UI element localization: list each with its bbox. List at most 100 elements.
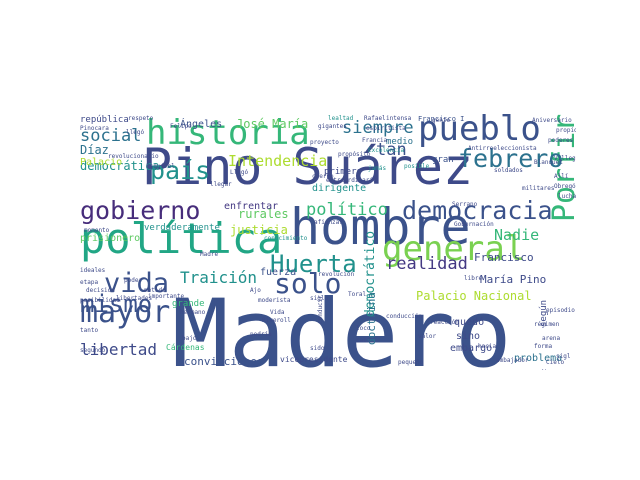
cloud-word: hacia bbox=[478, 343, 497, 350]
cloud-word: sigl bbox=[556, 353, 571, 360]
cloud-word: democrática bbox=[80, 159, 160, 173]
cloud-word: sido bbox=[310, 345, 325, 352]
cloud-word: María Pino bbox=[480, 273, 547, 286]
cloud-word: arena bbox=[542, 335, 561, 342]
cloud-word: José María bbox=[236, 117, 309, 131]
cloud-word: embargo bbox=[450, 343, 493, 354]
cloud-word: libertad bbox=[80, 340, 158, 359]
cloud-word: medio bbox=[386, 137, 414, 147]
cloud-word: gigantes bbox=[318, 123, 347, 130]
cloud-word: afianzar bbox=[314, 219, 343, 226]
cloud-word: Palacio bbox=[80, 157, 123, 168]
cloud-word: Huerta bbox=[270, 250, 357, 278]
cloud-word: pequeño bbox=[398, 359, 424, 366]
cloud-word: cuerpo bbox=[312, 173, 334, 180]
cloud-word: grande bbox=[172, 299, 205, 309]
cloud-word: Allí bbox=[554, 173, 569, 180]
cloud-word: intensa bbox=[386, 115, 412, 122]
cloud-word: sino bbox=[456, 331, 481, 342]
cloud-word: conducción bbox=[386, 313, 423, 320]
cloud-word: ideales bbox=[80, 267, 106, 274]
cloud-word: conocimiento bbox=[264, 235, 308, 242]
cloud-word: Nadie bbox=[494, 226, 540, 244]
cloud-word: episodio bbox=[546, 307, 575, 314]
cloud-word: Blanquet bbox=[534, 159, 563, 166]
cloud-word: Francisco I bbox=[418, 115, 465, 123]
cloud-word: gente bbox=[432, 117, 451, 124]
cloud-word: régimen bbox=[534, 321, 560, 328]
cloud-word: bajo bbox=[182, 335, 197, 342]
cloud-word: Intendencia bbox=[228, 152, 328, 170]
cloud-word: posible bbox=[404, 163, 430, 170]
cloud-word: tanto bbox=[80, 327, 99, 334]
cloud-word: Traición bbox=[180, 268, 258, 287]
cloud-word: Pinocara bbox=[80, 125, 109, 132]
cloud-word: república bbox=[80, 115, 129, 125]
cloud-word: verdaderamente bbox=[144, 223, 220, 233]
cloud-word: quedó bbox=[454, 317, 485, 328]
cloud-word: luchando bbox=[558, 193, 576, 200]
cloud-word: podría bbox=[250, 331, 272, 338]
cloud-word: democracia bbox=[402, 196, 553, 225]
cloud-word: justicia bbox=[230, 223, 288, 237]
cloud-word: febrero bbox=[458, 144, 564, 173]
cloud-word: moderista bbox=[258, 297, 291, 304]
cloud-word: Francia bbox=[362, 137, 388, 144]
cloud-word: Felipe bbox=[170, 123, 192, 130]
cloud-word: Antirreeleccionista bbox=[468, 145, 537, 152]
cloud-word: solo bbox=[274, 267, 342, 300]
cloud-word: jamás bbox=[368, 165, 387, 172]
word-cloud: Madero Pino Suárez hombre política general hi… bbox=[80, 112, 576, 370]
cloud-word: dirigente bbox=[312, 183, 367, 194]
cloud-word: rurales bbox=[238, 207, 289, 221]
cloud-word: importante bbox=[148, 293, 185, 300]
cloud-word: prisionero bbox=[80, 233, 141, 244]
cloud-word: Aniversario bbox=[532, 117, 572, 124]
cloud-word: Excelencia bbox=[368, 147, 405, 154]
cloud-word: embajador bbox=[496, 357, 529, 364]
cloud-word: poderes bbox=[548, 137, 574, 144]
cloud-word: vida bbox=[104, 268, 170, 299]
cloud-word: Cielo bbox=[546, 359, 565, 366]
cloud-word: loco bbox=[356, 325, 371, 332]
cloud-word: primero bbox=[324, 167, 362, 177]
cloud-word: gobierno bbox=[80, 196, 201, 225]
cloud-word: político bbox=[306, 200, 388, 220]
cloud-word: Palacio Nacional bbox=[416, 289, 532, 303]
cloud-word: segundo bbox=[80, 347, 106, 354]
cloud-word: lealtad bbox=[328, 115, 354, 122]
cloud-word: siempre bbox=[342, 118, 414, 138]
cloud-word: historia bbox=[146, 113, 310, 153]
cloud-word: Madero bbox=[172, 280, 512, 371]
cloud-word: Obregón bbox=[554, 183, 576, 190]
cloud-word: enfrentar bbox=[224, 201, 279, 212]
cloud-word: revolucionario bbox=[108, 153, 159, 160]
cloud-word: Llegó bbox=[230, 169, 249, 176]
cloud-word: fuerza bbox=[260, 267, 297, 278]
cloud-word: tan bbox=[376, 140, 407, 160]
cloud-word: realidad bbox=[386, 254, 468, 274]
cloud-word: problema bbox=[514, 353, 563, 364]
cloud-word: metido bbox=[144, 287, 166, 294]
cloud-word: Serrano bbox=[452, 201, 478, 208]
cloud-word: valor bbox=[418, 333, 437, 340]
cloud-word: llegó bbox=[126, 129, 145, 136]
cloud-word: llegar bbox=[210, 181, 232, 188]
cloud-word: extraordinario bbox=[326, 177, 377, 184]
cloud-word: mayor bbox=[80, 295, 171, 330]
cloud-word: hermano bbox=[180, 309, 206, 316]
cloud-word: mismo bbox=[80, 290, 153, 318]
cloud-word: espiritista bbox=[366, 125, 406, 132]
cloud-word: revolución bbox=[318, 271, 355, 278]
cloud-word: libre bbox=[464, 275, 483, 282]
cloud-word: soldados bbox=[494, 167, 523, 174]
cloud-word: país bbox=[150, 156, 211, 185]
cloud-word: etapa bbox=[80, 279, 99, 286]
cloud-word: Esquivel bbox=[146, 163, 175, 170]
cloud-word: Riveroll bbox=[262, 317, 291, 324]
cloud-word: Ajo bbox=[250, 287, 261, 294]
cloud-word: respeto bbox=[128, 115, 154, 122]
cloud-word: libertades bbox=[116, 295, 153, 302]
cloud-word: siglo bbox=[310, 295, 329, 302]
